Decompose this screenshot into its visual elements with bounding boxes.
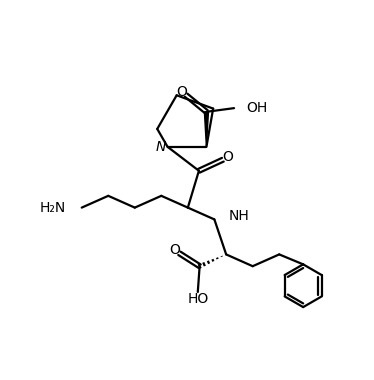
Text: H₂N: H₂N: [40, 201, 66, 215]
Text: O: O: [176, 85, 187, 98]
Text: O: O: [169, 242, 180, 256]
Text: N: N: [156, 140, 166, 154]
Text: OH: OH: [246, 101, 267, 115]
Text: HO: HO: [187, 291, 208, 306]
Polygon shape: [205, 112, 208, 147]
Text: O: O: [222, 150, 233, 164]
Text: NH: NH: [229, 209, 249, 223]
